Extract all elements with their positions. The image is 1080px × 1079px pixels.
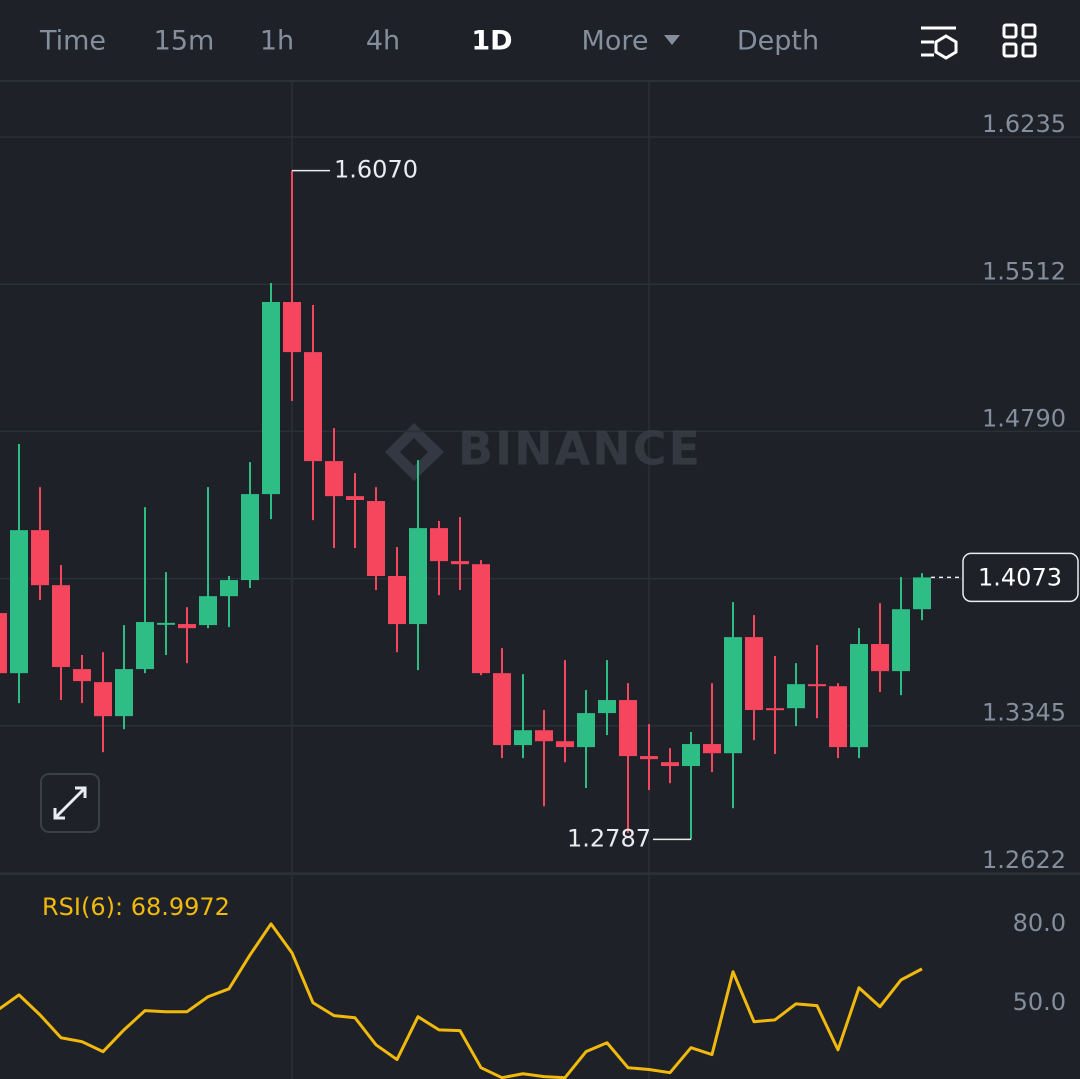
- candle-body: [766, 708, 784, 711]
- candle-body: [682, 744, 700, 767]
- tab[interactable]: 4h: [366, 26, 400, 57]
- y-tick-label: 50.0: [1013, 988, 1066, 1016]
- candle-body: [724, 637, 742, 754]
- candle-body: [346, 496, 364, 501]
- candle-body: [73, 669, 91, 682]
- candle-body: [178, 624, 196, 629]
- candle-body: [619, 700, 637, 757]
- last-price-box: [962, 552, 1079, 603]
- candle-body: [493, 673, 511, 746]
- candle-body: [52, 585, 70, 668]
- candle-body: [472, 564, 490, 674]
- layout-icon[interactable]: [1002, 23, 1037, 58]
- candle-body: [157, 622, 175, 625]
- candle-body: [745, 637, 763, 711]
- candle-body: [661, 762, 679, 767]
- y-tick-label: 80.0: [1013, 909, 1066, 937]
- candle-body: [283, 302, 301, 353]
- candle-body: [367, 501, 385, 576]
- candle-body: [808, 684, 826, 687]
- candle-body: [703, 744, 721, 754]
- candle-body: [304, 352, 322, 462]
- rsi-line: [0, 922, 923, 1079]
- candle-body: [556, 741, 574, 748]
- watermark: BINANCE: [458, 422, 702, 476]
- candle-body: [430, 528, 448, 562]
- tab[interactable]: Depth: [737, 26, 819, 57]
- candle-body: [892, 609, 910, 672]
- candle-body: [535, 730, 553, 742]
- candle-body: [451, 561, 469, 565]
- last-price-label: 1.4073: [978, 563, 1062, 591]
- tab[interactable]: More: [582, 26, 649, 57]
- candle-body: [115, 669, 133, 717]
- y-tick-label: 1.6235: [982, 110, 1066, 138]
- tab[interactable]: 1h: [260, 26, 294, 57]
- candle-body: [325, 461, 343, 497]
- candle-body: [0, 613, 7, 674]
- plot: 1.62351.55121.47901.40671.33451.2622BINA…: [0, 110, 1080, 1079]
- candle-body: [829, 686, 847, 748]
- candle-body: [409, 528, 427, 625]
- candle-body: [871, 644, 889, 672]
- more-caret: [664, 35, 680, 45]
- min-label: 1.2787: [567, 824, 651, 852]
- y-tick-label: 1.3345: [982, 699, 1066, 727]
- y-tick-label: 1.2622: [982, 846, 1066, 874]
- tab[interactable]: 1D: [471, 26, 512, 57]
- candle-body: [850, 644, 868, 748]
- y-tick-label: 1.5512: [982, 257, 1066, 285]
- candle-body: [241, 494, 259, 581]
- candle-body: [913, 577, 931, 610]
- expand-button[interactable]: [40, 773, 100, 833]
- candle-body: [31, 530, 49, 586]
- candle-body: [94, 682, 112, 717]
- candle-body: [514, 730, 532, 746]
- indicator-label: RSI(6): 68.9972: [42, 893, 230, 921]
- tab[interactable]: Time: [39, 26, 106, 57]
- watermark-logo: [385, 423, 444, 481]
- candle-body: [577, 713, 595, 748]
- candle-body: [388, 575, 406, 625]
- y-tick-label: 1.4790: [982, 404, 1066, 432]
- toolbar: Time 15m 1h 4h 1D More Depth: [39, 26, 819, 57]
- candle-body: [262, 302, 280, 495]
- candle-body: [199, 596, 217, 626]
- candle-body: [10, 530, 28, 674]
- candle-body: [640, 756, 658, 760]
- candle-body: [220, 580, 238, 597]
- candle-body: [136, 622, 154, 670]
- settings-icon[interactable]: [921, 26, 958, 60]
- candle-body: [787, 684, 805, 709]
- candle-body: [598, 700, 616, 714]
- max-label: 1.6070: [334, 156, 418, 184]
- tab[interactable]: 15m: [154, 26, 215, 57]
